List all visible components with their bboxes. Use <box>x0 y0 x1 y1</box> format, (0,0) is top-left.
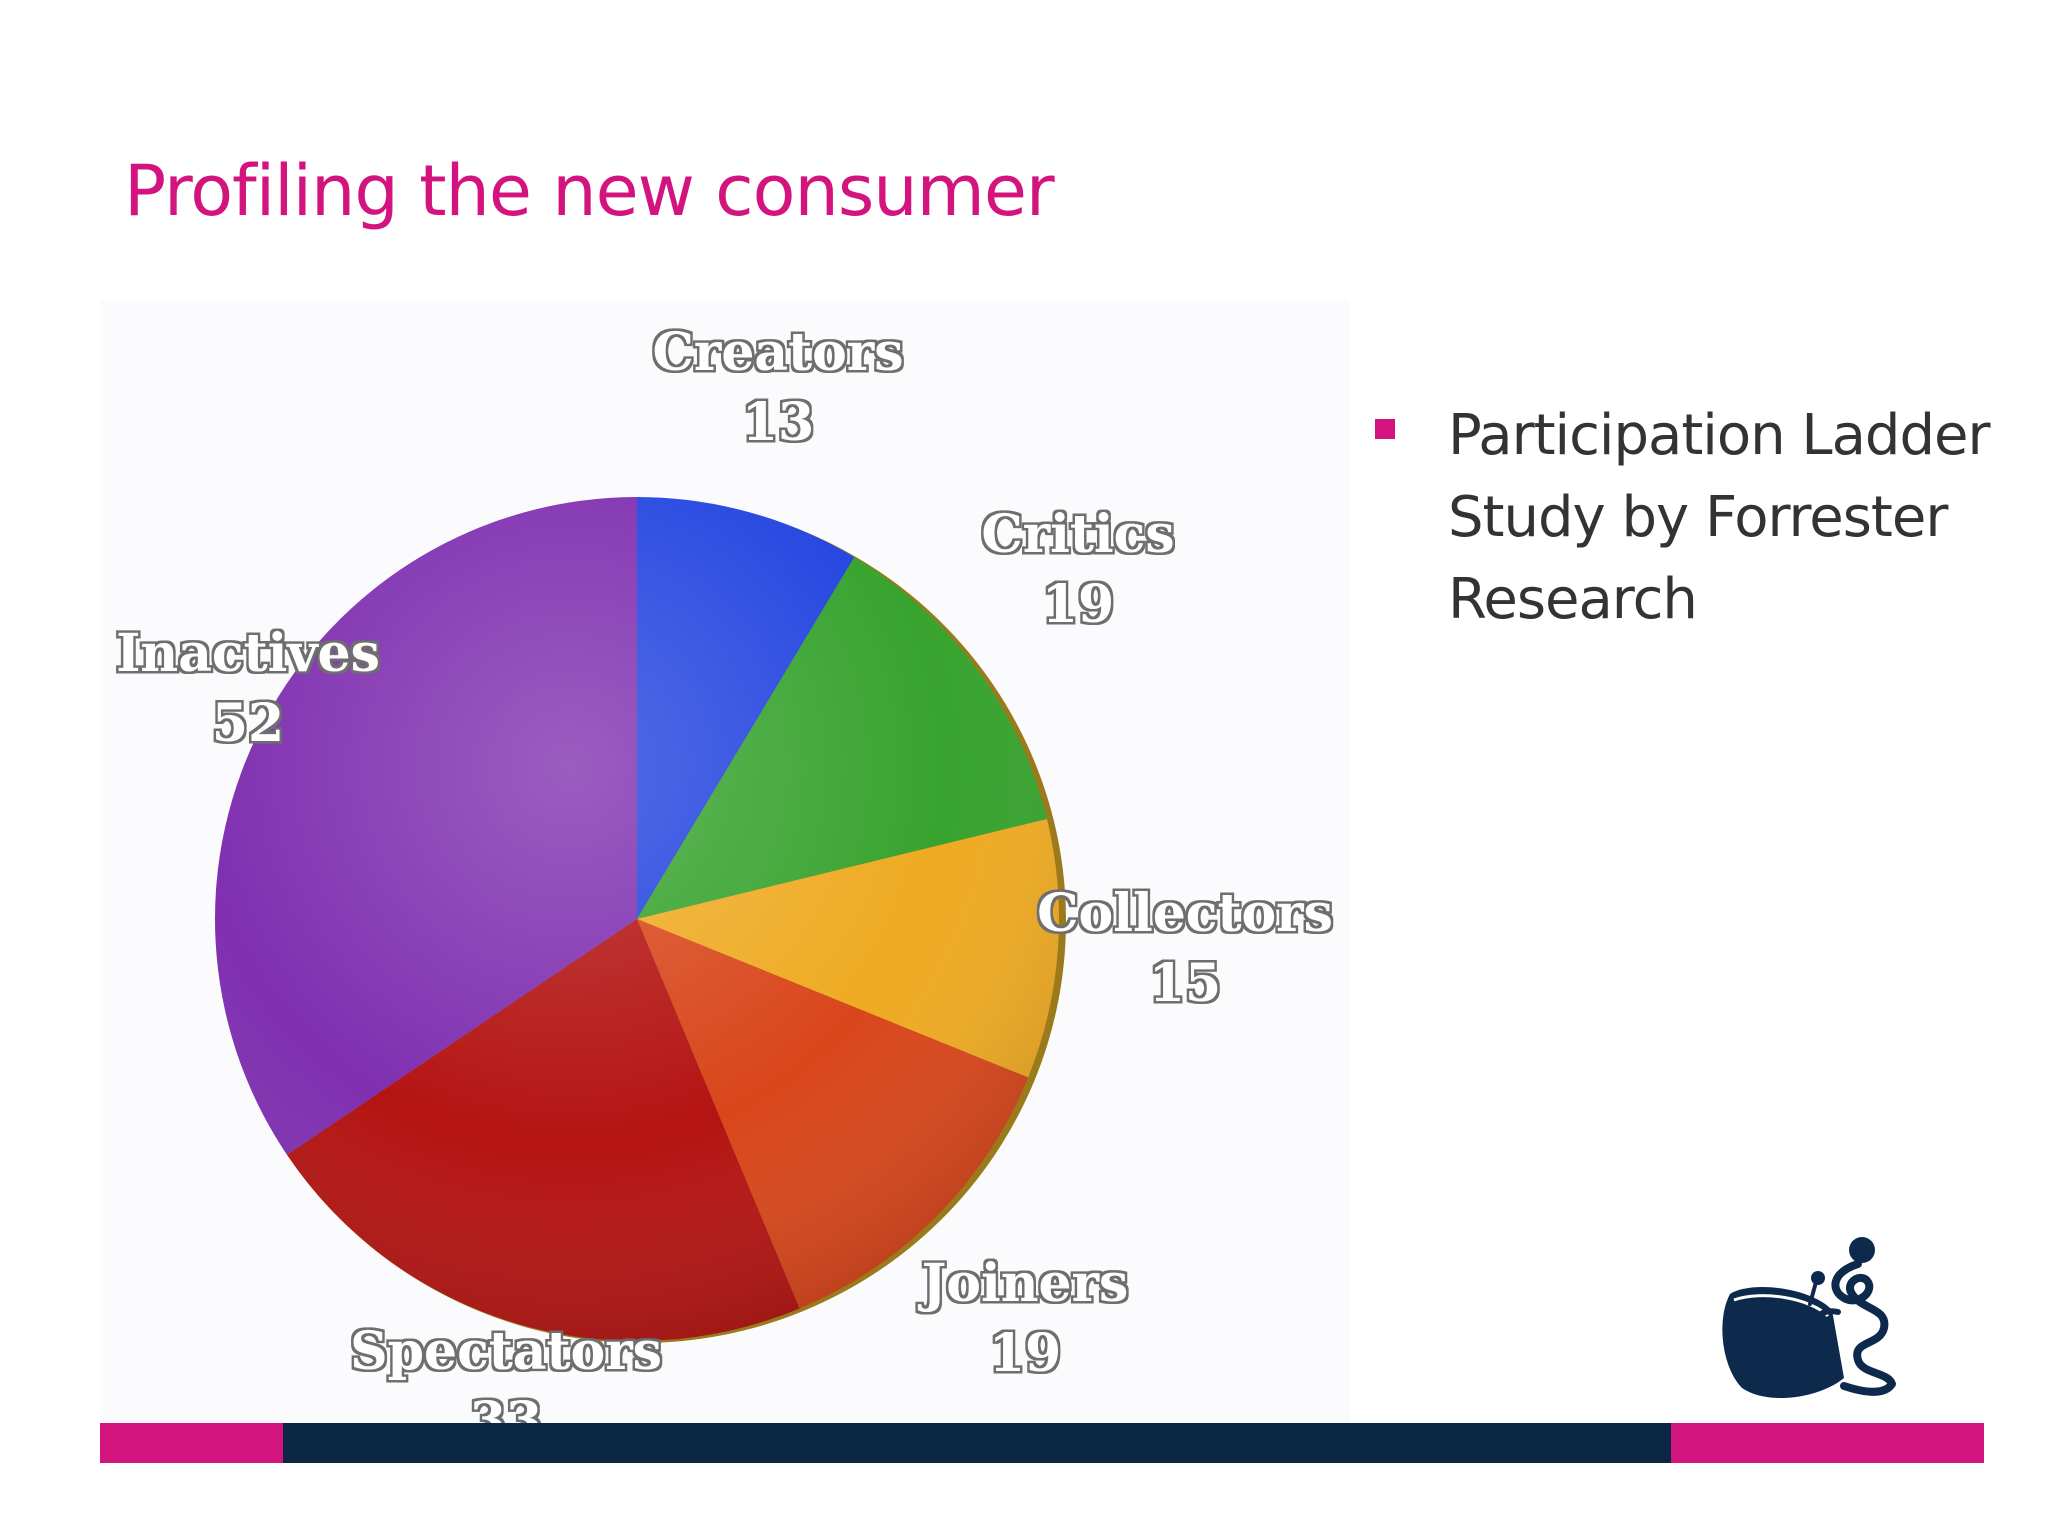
pie-label-name: Joiners <box>918 1253 1129 1314</box>
slide-title: Profiling the new consumer <box>124 150 1055 232</box>
footer-accent-right <box>1671 1423 1984 1463</box>
pie-chart: Creators 13 Critics 19 Collectors 15 Joiners 19… <box>116 322 1333 1430</box>
footer-bar <box>100 1423 1984 1463</box>
pie-label-name: Spectators <box>350 1321 662 1382</box>
pie-label-value: 13 <box>742 392 814 453</box>
pie-shading <box>215 497 1059 1341</box>
pie-label-name: Inactives <box>116 623 380 684</box>
pie-label-joiners: Joiners 19 <box>918 1253 1129 1384</box>
pie-label-value: 15 <box>1149 953 1221 1014</box>
bullet-text: Participation Ladder Study by Forrester … <box>1448 403 1990 632</box>
footer-accent-left <box>100 1423 283 1463</box>
pie-chart-area: Creators 13 Critics 19 Collectors 15 Joiners 19… <box>100 300 1350 1430</box>
pie-label-value: 52 <box>212 693 284 754</box>
pie-label-critics: Critics 19 <box>981 504 1174 635</box>
pie-label-name: Critics <box>981 504 1174 565</box>
pie-label-name: Collectors <box>1037 883 1333 944</box>
pie-label-collectors: Collectors 15 <box>1037 883 1333 1014</box>
drummer-logo-icon <box>1722 1237 1896 1399</box>
bullet-list: Participation Ladder Study by Forrester … <box>1372 395 2012 641</box>
bullet-item: Participation Ladder Study by Forrester … <box>1372 395 2012 641</box>
pie-labels: Creators 13 Critics 19 Collectors 15 Joiners 19… <box>116 322 1333 1430</box>
pie-label-name: Creators <box>653 322 904 383</box>
footer-band <box>283 1423 1671 1463</box>
pie-label-creators: Creators 13 <box>653 322 904 453</box>
pie-label-value: 19 <box>989 1323 1061 1384</box>
pie-label-inactives: Inactives 52 <box>116 623 380 754</box>
pie-label-value: 19 <box>1042 574 1114 635</box>
bullet-square-icon <box>1375 419 1395 439</box>
